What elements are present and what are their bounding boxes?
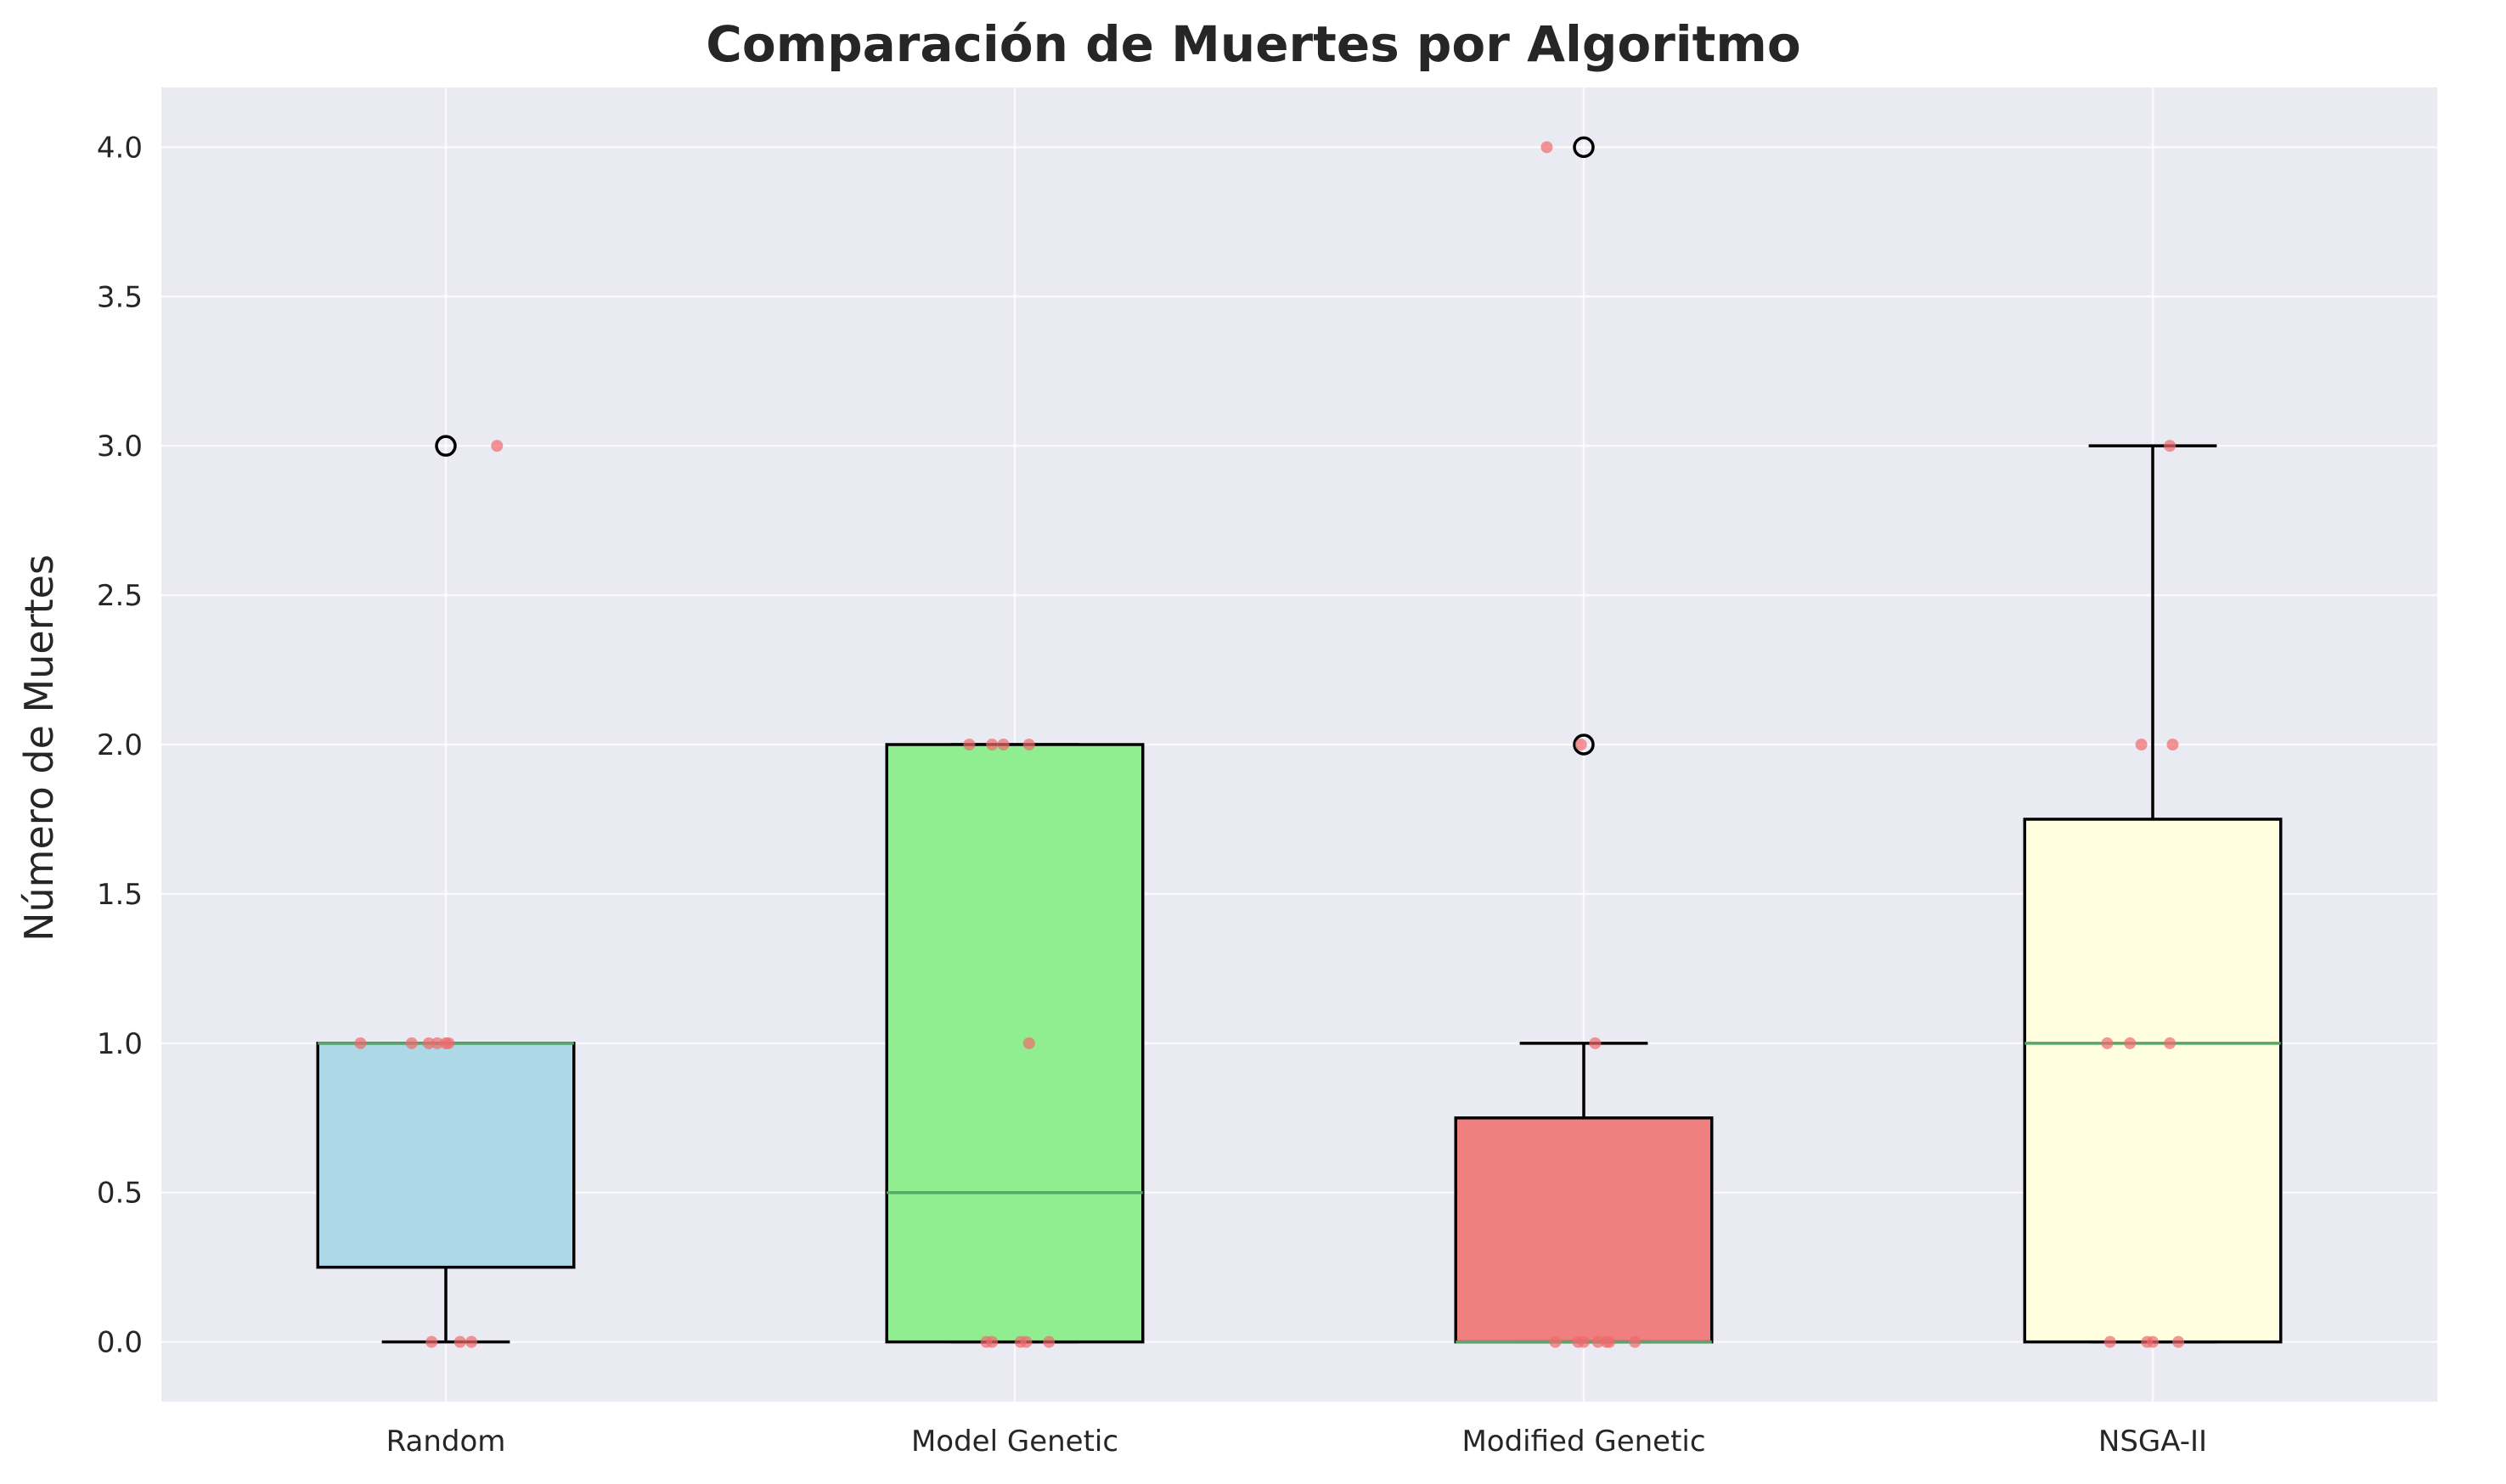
- x-tick-label: Modified Genetic: [1461, 1425, 1705, 1459]
- data-point: [2124, 1037, 2137, 1049]
- data-point: [1540, 141, 1553, 154]
- data-point: [425, 1335, 438, 1348]
- data-point: [453, 1335, 466, 1348]
- y-tick-label: 0.5: [97, 1177, 143, 1211]
- jitter-points-layer: [354, 141, 2185, 1348]
- y-tick-label: 3.0: [97, 430, 143, 464]
- data-point: [1578, 1335, 1590, 1348]
- x-tick-label: Model Genetic: [911, 1425, 1118, 1459]
- data-point: [2164, 440, 2177, 453]
- data-point: [491, 440, 504, 453]
- y-tick-label: 1.0: [97, 1027, 143, 1061]
- data-point: [1020, 1335, 1033, 1348]
- y-tick-label: 3.5: [97, 280, 143, 314]
- y-tick-label: 2.0: [97, 728, 143, 762]
- data-point: [1589, 1037, 1602, 1049]
- data-point: [2172, 1335, 2185, 1348]
- data-point: [354, 1037, 367, 1049]
- data-point: [1022, 739, 1035, 750]
- iqr-box: [1454, 1116, 1714, 1344]
- data-point: [1043, 1335, 1056, 1348]
- data-point: [2101, 1037, 2114, 1049]
- data-point: [2164, 1037, 2177, 1049]
- data-point: [997, 739, 1010, 750]
- data-point: [2103, 1335, 2116, 1348]
- data-point: [2166, 739, 2179, 750]
- iqr-box: [885, 743, 1145, 1344]
- box-model-genetic: [885, 743, 1145, 1344]
- x-tick-label: Random: [386, 1425, 506, 1459]
- data-point: [1574, 739, 1587, 750]
- iqr-box: [316, 1042, 576, 1269]
- outlier-marker: [1573, 734, 1595, 756]
- data-point: [440, 1037, 452, 1049]
- y-axis-label: Número de Muertes: [16, 554, 62, 942]
- data-point: [2135, 739, 2148, 750]
- data-point: [1629, 1335, 1642, 1348]
- data-point: [1022, 1037, 1035, 1049]
- y-tick-label: 4.0: [97, 131, 143, 165]
- data-point: [1549, 1335, 1562, 1348]
- outlier-marker: [1573, 136, 1595, 159]
- data-point: [422, 1037, 435, 1049]
- chart-title: Comparación de Muertes por Algoritmo: [706, 15, 1800, 73]
- data-point: [986, 739, 999, 750]
- data-point: [2147, 1335, 2159, 1348]
- y-tick-label: 0.0: [97, 1326, 143, 1360]
- y-tick-label: 1.5: [97, 878, 143, 912]
- data-point: [431, 1037, 443, 1049]
- iqr-box: [2023, 818, 2283, 1344]
- box-nsga-ii: [2023, 444, 2283, 1344]
- data-point: [465, 1335, 478, 1348]
- data-point: [963, 739, 976, 750]
- x-tick-label: NSGA-II: [2098, 1425, 2207, 1459]
- y-tick-label: 2.5: [97, 579, 143, 613]
- data-point: [986, 1335, 999, 1348]
- box-modified-genetic: [1454, 136, 1714, 1344]
- data-point: [1603, 1335, 1616, 1348]
- outlier-marker: [435, 435, 457, 457]
- data-point: [1591, 1335, 1604, 1348]
- data-point: [405, 1037, 418, 1049]
- axes-layer: 0.0 0.5 1.0 1.5 2.0 2.5 3.0 3.5 4.0 Random Model G…: [97, 131, 2207, 1459]
